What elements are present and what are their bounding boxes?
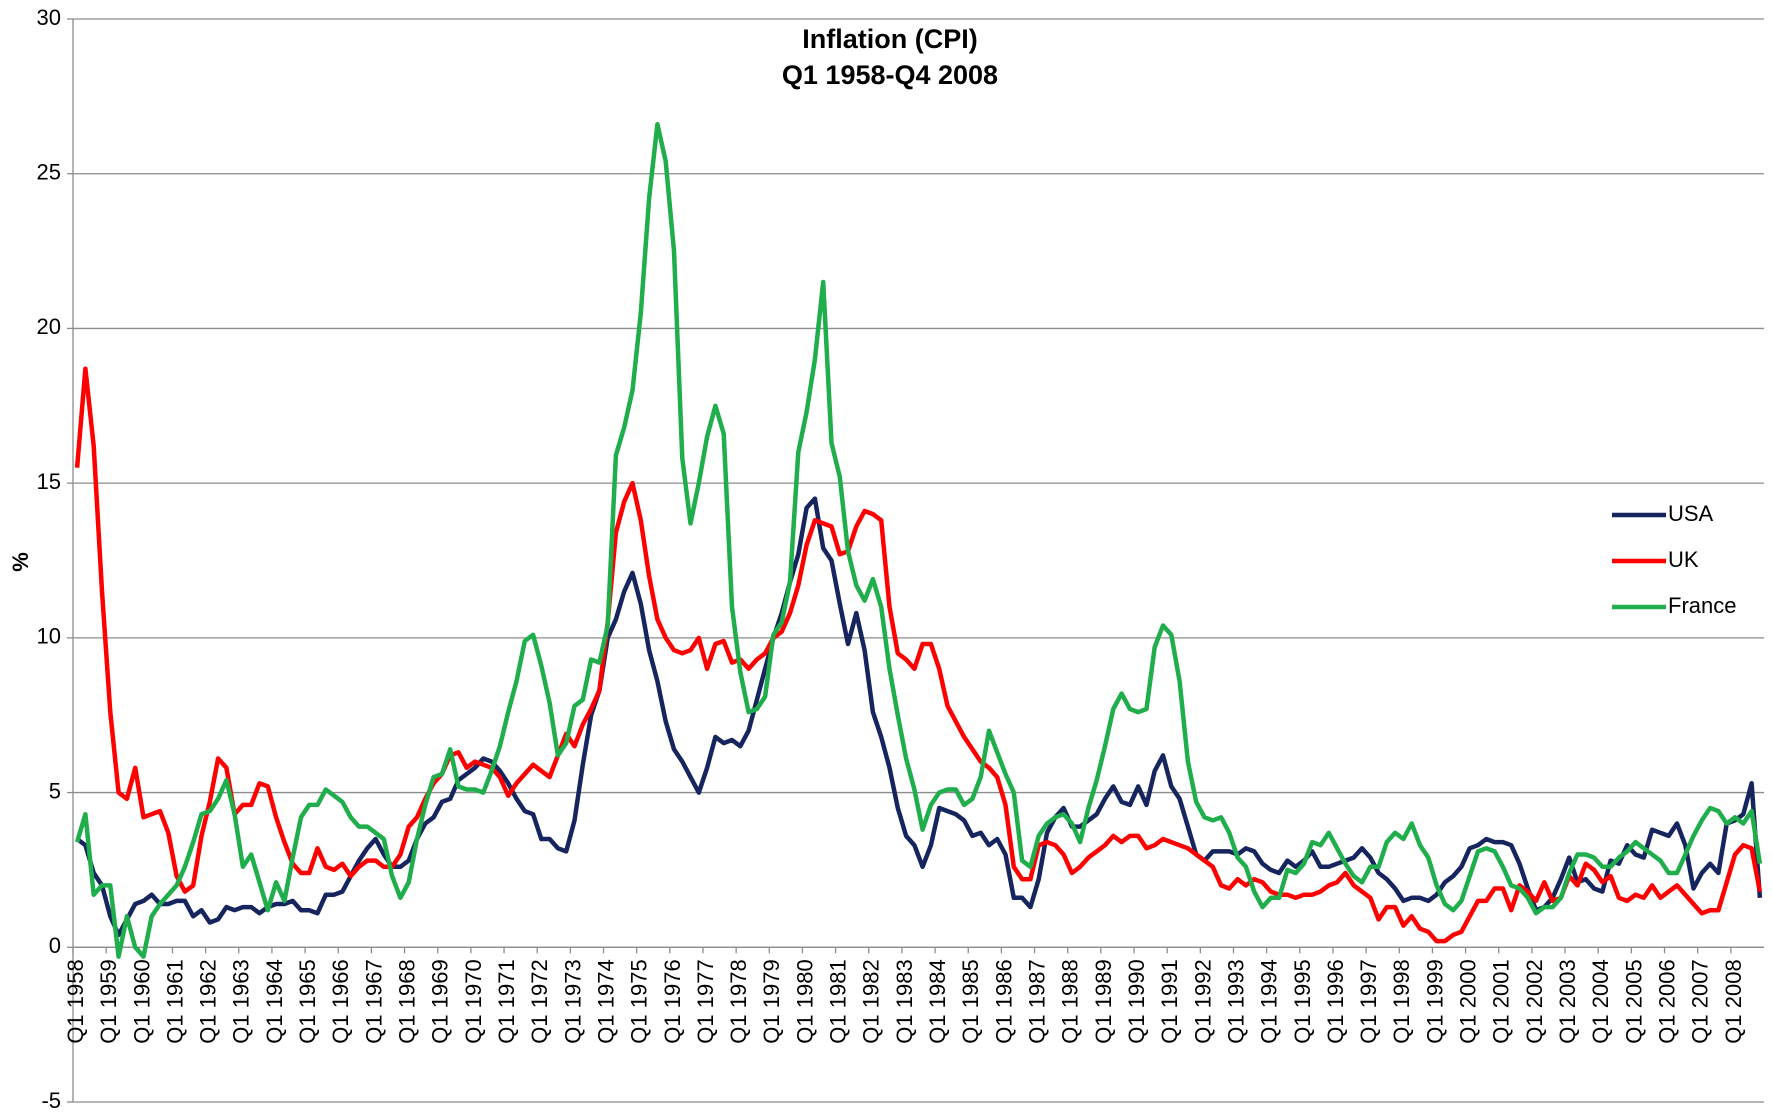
x-tick-label: Q1 1975 xyxy=(627,959,652,1043)
chart-subtitle: Q1 1958-Q4 2008 xyxy=(782,60,998,90)
x-tick-label: Q1 1984 xyxy=(925,959,950,1043)
legend-label: UK xyxy=(1668,547,1699,572)
x-tick-label: Q1 2004 xyxy=(1588,959,1613,1043)
x-tick-label: Q1 1972 xyxy=(527,959,552,1043)
line-series xyxy=(75,496,1763,938)
x-tick-label: Q1 1970 xyxy=(461,959,486,1043)
x-tick-label: Q1 1980 xyxy=(792,959,817,1043)
x-tick-label: Q1 2006 xyxy=(1654,959,1679,1043)
x-tick-label: Q1 2002 xyxy=(1522,959,1547,1043)
y-tick-label: 5 xyxy=(49,778,61,803)
y-tick-label: 10 xyxy=(37,624,61,649)
y-tick-label: 15 xyxy=(37,469,61,494)
x-tick-label: Q1 1989 xyxy=(1091,959,1116,1043)
x-tick-label: Q1 2001 xyxy=(1489,959,1514,1043)
x-tick-label: Q1 1983 xyxy=(892,959,917,1043)
x-tick-label: Q1 1997 xyxy=(1356,959,1381,1043)
x-tick-label: Q1 1999 xyxy=(1422,959,1447,1043)
x-tick-label: Q1 1993 xyxy=(1223,959,1248,1043)
x-tick-label: Q1 1977 xyxy=(693,959,718,1043)
x-tick-label: Q1 1962 xyxy=(196,959,221,1043)
y-tick-label: -5 xyxy=(41,1088,61,1113)
x-tick-label: Q1 2008 xyxy=(1721,959,1746,1043)
x-tick-label: Q1 1996 xyxy=(1323,959,1348,1043)
x-tick-label: Q1 1986 xyxy=(991,959,1016,1043)
x-tick-label: Q1 1979 xyxy=(759,959,784,1043)
x-tick-label: Q1 1992 xyxy=(1190,959,1215,1043)
x-tick-label: Q1 1987 xyxy=(1025,959,1050,1043)
line-series xyxy=(74,366,1763,944)
y-tick-label: 20 xyxy=(37,314,61,339)
y-axis-label: % xyxy=(8,552,33,572)
y-tick-label: 0 xyxy=(49,933,61,958)
x-tick-label: Q1 1961 xyxy=(162,959,187,1043)
x-tick-label: Q1 1995 xyxy=(1290,959,1315,1043)
legend-label: France xyxy=(1668,593,1736,618)
x-tick-label: Q1 1998 xyxy=(1389,959,1414,1043)
x-tick-label: Q1 1978 xyxy=(726,959,751,1043)
x-tick-label: Q1 1967 xyxy=(361,959,386,1043)
x-tick-label: Q1 1966 xyxy=(328,959,353,1043)
x-tick-label: Q1 1960 xyxy=(129,959,154,1043)
legend-label: USA xyxy=(1668,501,1714,526)
x-tick-label: Q1 2000 xyxy=(1456,959,1481,1043)
x-tick-label: Q1 1982 xyxy=(859,959,884,1043)
x-tick-label: Q1 1990 xyxy=(1124,959,1149,1043)
x-tick-label: Q1 1965 xyxy=(295,959,320,1043)
line-series xyxy=(74,121,1763,959)
x-tick-label: Q1 1958 xyxy=(63,959,88,1043)
x-tick-label: Q1 1981 xyxy=(826,959,851,1043)
x-tick-label: Q1 1976 xyxy=(660,959,685,1043)
y-tick-label: 30 xyxy=(37,5,61,30)
chart-title: Inflation (CPI) xyxy=(802,24,977,54)
x-tick-label: Q1 1964 xyxy=(262,959,287,1043)
x-tick-label: Q1 1969 xyxy=(428,959,453,1043)
x-tick-label: Q1 1985 xyxy=(958,959,983,1043)
x-tick-label: Q1 1973 xyxy=(560,959,585,1043)
x-tick-label: Q1 1968 xyxy=(395,959,420,1043)
x-tick-label: Q1 1971 xyxy=(494,959,519,1043)
x-tick-label: Q1 2007 xyxy=(1688,959,1713,1043)
x-tick-label: Q1 1974 xyxy=(593,959,618,1043)
x-tick-label: Q1 2003 xyxy=(1555,959,1580,1043)
x-tick-label: Q1 1988 xyxy=(1058,959,1083,1043)
x-tick-label: Q1 1994 xyxy=(1257,959,1282,1043)
x-tick-label: Q1 1959 xyxy=(96,959,121,1043)
y-tick-label: 25 xyxy=(37,160,61,185)
x-tick-label: Q1 1991 xyxy=(1157,959,1182,1043)
x-tick-label: Q1 2005 xyxy=(1621,959,1646,1043)
x-tick-label: Q1 1963 xyxy=(229,959,254,1043)
